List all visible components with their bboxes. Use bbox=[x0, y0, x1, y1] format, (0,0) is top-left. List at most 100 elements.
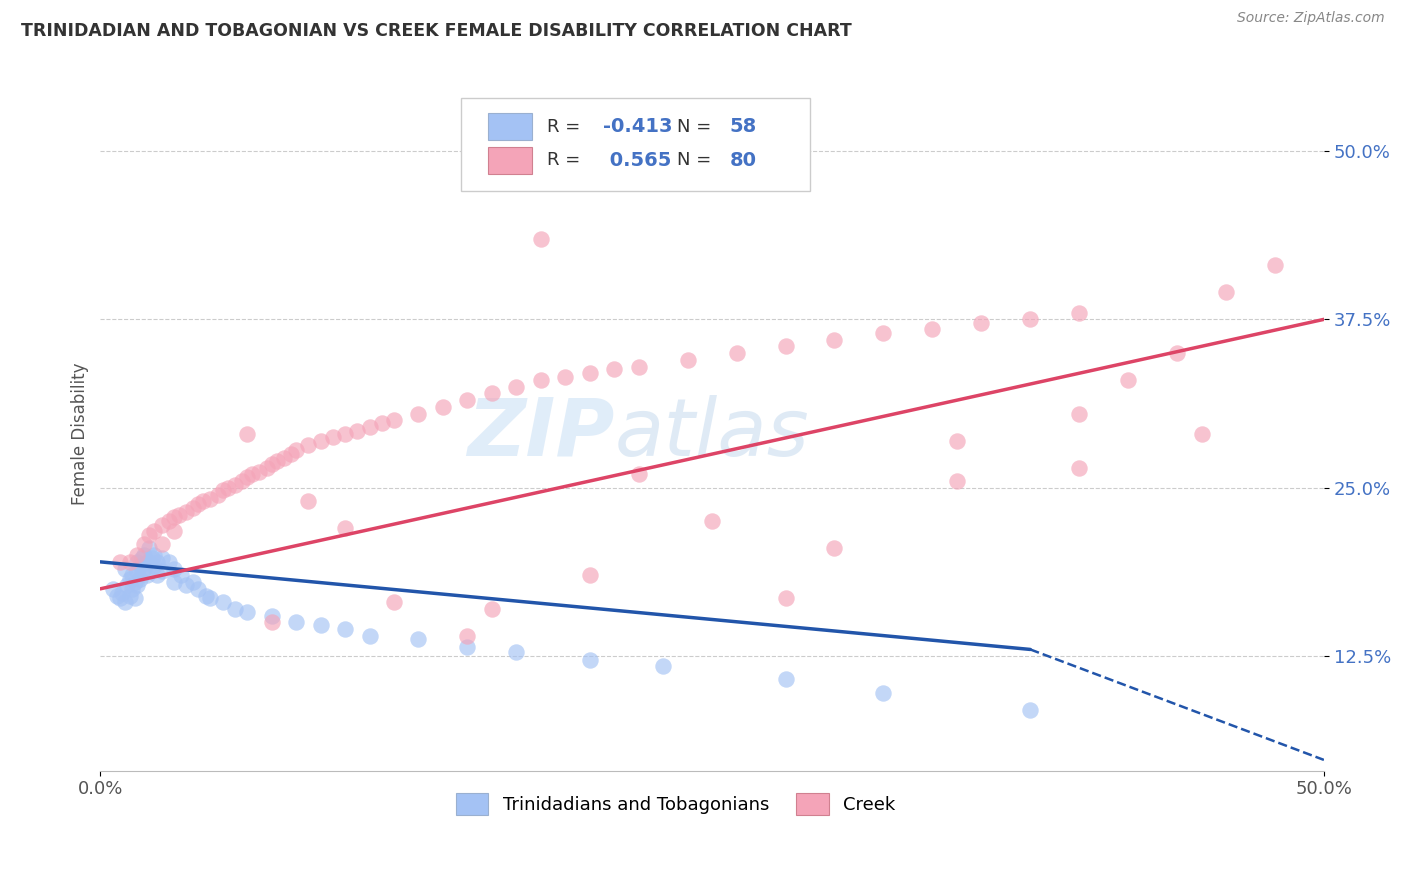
Point bbox=[101, 582, 124, 596]
Point bbox=[456, 640, 478, 654]
Point bbox=[297, 494, 319, 508]
Point bbox=[371, 416, 394, 430]
Point bbox=[456, 393, 478, 408]
Point bbox=[775, 591, 797, 606]
Point bbox=[921, 322, 943, 336]
Point bbox=[163, 575, 186, 590]
Point bbox=[128, 573, 150, 587]
Point bbox=[285, 615, 308, 630]
Point bbox=[108, 591, 131, 606]
Point bbox=[125, 578, 148, 592]
Point bbox=[872, 326, 894, 340]
Point bbox=[108, 555, 131, 569]
Point bbox=[118, 589, 141, 603]
Point bbox=[1264, 259, 1286, 273]
Point bbox=[1019, 312, 1042, 326]
Point bbox=[725, 346, 748, 360]
Point bbox=[125, 555, 148, 569]
Point bbox=[505, 645, 527, 659]
Point bbox=[578, 653, 600, 667]
Point bbox=[946, 474, 969, 488]
Point bbox=[627, 467, 650, 482]
Point bbox=[135, 555, 157, 569]
Point bbox=[174, 578, 197, 592]
Point bbox=[1069, 305, 1091, 319]
Point bbox=[217, 481, 239, 495]
Point bbox=[183, 575, 205, 590]
Point bbox=[775, 339, 797, 353]
Point bbox=[333, 426, 356, 441]
Point bbox=[138, 555, 160, 569]
Point bbox=[187, 582, 209, 596]
Text: ZIP: ZIP bbox=[467, 395, 614, 473]
Point bbox=[200, 591, 222, 606]
Text: R =: R = bbox=[547, 152, 586, 169]
Point bbox=[236, 426, 259, 441]
Point bbox=[131, 564, 153, 578]
Point bbox=[114, 561, 136, 575]
Point bbox=[408, 407, 430, 421]
Point bbox=[1019, 703, 1042, 717]
Point bbox=[124, 591, 146, 606]
Point bbox=[118, 573, 141, 587]
Point bbox=[824, 541, 846, 556]
Point bbox=[322, 429, 344, 443]
Point bbox=[333, 521, 356, 535]
Point bbox=[134, 548, 156, 562]
Point bbox=[211, 483, 233, 498]
Point bbox=[191, 494, 214, 508]
Point bbox=[333, 622, 356, 636]
Point bbox=[141, 550, 163, 565]
Point bbox=[530, 373, 553, 387]
Point bbox=[157, 515, 180, 529]
Point bbox=[183, 500, 205, 515]
Point bbox=[432, 400, 454, 414]
Point bbox=[150, 550, 173, 565]
Point bbox=[167, 508, 190, 522]
Point bbox=[163, 510, 186, 524]
Point bbox=[145, 555, 167, 569]
Point bbox=[124, 575, 146, 590]
Point bbox=[143, 524, 166, 538]
Point bbox=[824, 333, 846, 347]
Text: -0.413: -0.413 bbox=[603, 117, 672, 136]
Point bbox=[554, 370, 576, 384]
Point bbox=[256, 460, 278, 475]
FancyBboxPatch shape bbox=[461, 98, 810, 192]
Point bbox=[652, 658, 675, 673]
Point bbox=[134, 537, 156, 551]
Point bbox=[1215, 285, 1237, 300]
Point bbox=[260, 608, 283, 623]
Point bbox=[111, 586, 134, 600]
Point bbox=[249, 465, 271, 479]
Point bbox=[163, 524, 186, 538]
Point bbox=[700, 515, 723, 529]
Point bbox=[309, 434, 332, 448]
Point bbox=[107, 589, 129, 603]
Point bbox=[676, 352, 699, 367]
Text: Source: ZipAtlas.com: Source: ZipAtlas.com bbox=[1237, 12, 1385, 25]
Point bbox=[456, 629, 478, 643]
Point bbox=[125, 564, 148, 578]
Point bbox=[1069, 460, 1091, 475]
Point bbox=[224, 602, 246, 616]
Point bbox=[143, 548, 166, 562]
Point bbox=[163, 561, 186, 575]
Text: 58: 58 bbox=[730, 117, 756, 136]
Point bbox=[627, 359, 650, 374]
Point bbox=[1166, 346, 1188, 360]
Point bbox=[260, 615, 283, 630]
Point bbox=[138, 528, 160, 542]
Text: atlas: atlas bbox=[614, 395, 808, 473]
Point bbox=[481, 602, 503, 616]
FancyBboxPatch shape bbox=[488, 147, 533, 174]
Legend: Trinidadians and Tobagonians, Creek: Trinidadians and Tobagonians, Creek bbox=[449, 786, 903, 822]
Point bbox=[128, 558, 150, 573]
Point bbox=[170, 568, 193, 582]
Point bbox=[273, 451, 295, 466]
Point bbox=[280, 447, 302, 461]
Point bbox=[125, 548, 148, 562]
Point bbox=[309, 618, 332, 632]
Point bbox=[775, 672, 797, 686]
Point bbox=[211, 595, 233, 609]
